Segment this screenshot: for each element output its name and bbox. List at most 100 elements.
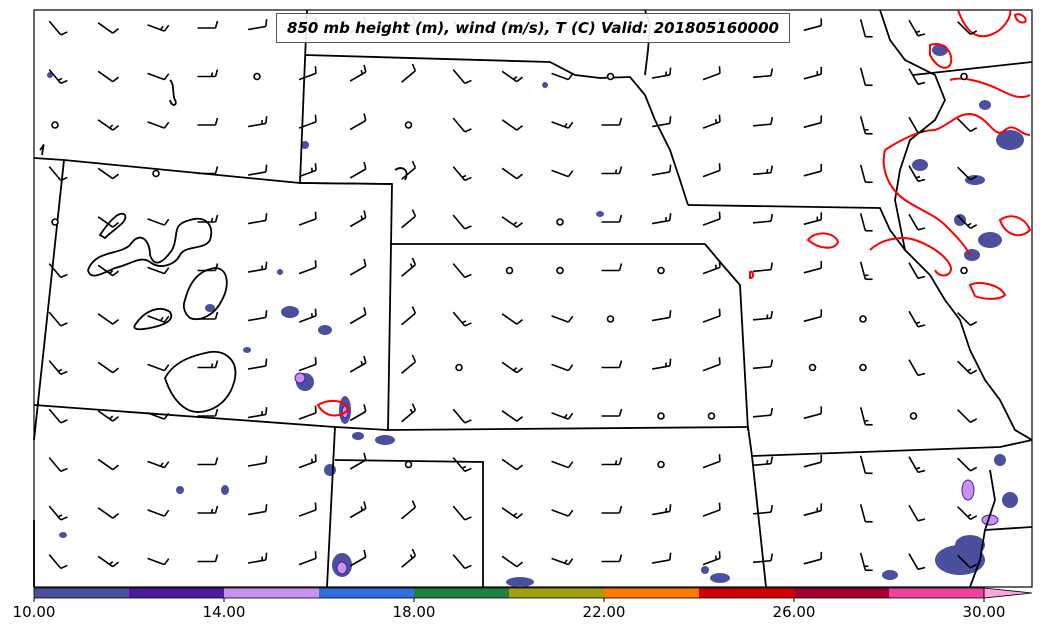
wind-barb-icon bbox=[48, 457, 68, 473]
wind-barb-icon bbox=[48, 311, 68, 327]
colorbar-tick-label: 14.00 bbox=[202, 603, 246, 621]
calm-circle-icon bbox=[657, 412, 665, 420]
wind-barb-icon bbox=[908, 68, 926, 86]
wind-barb-icon bbox=[702, 308, 721, 323]
wind-barb-icon bbox=[97, 555, 120, 568]
shaded-precip-blob bbox=[294, 372, 306, 384]
wind-barb-icon bbox=[48, 360, 68, 376]
shaded-precip-blob bbox=[176, 486, 184, 494]
wind-barb-icon bbox=[551, 121, 574, 129]
wind-barb-icon bbox=[97, 70, 120, 83]
wind-barb-icon bbox=[803, 66, 823, 80]
wind-barb-icon bbox=[147, 24, 170, 32]
wind-barb-icon bbox=[401, 257, 417, 277]
calm-circle-icon bbox=[707, 412, 716, 420]
wind-barb-icon bbox=[298, 308, 317, 323]
wind-barb-icon bbox=[803, 454, 823, 468]
wind-barb-icon bbox=[452, 69, 472, 85]
wind-barb-icon bbox=[298, 405, 317, 420]
wind-barb-icon bbox=[651, 116, 672, 128]
calm-circle-icon bbox=[455, 363, 463, 372]
wind-barb-icon bbox=[908, 553, 926, 571]
wind-barb-icon bbox=[551, 169, 574, 178]
wind-barb-icon bbox=[651, 552, 672, 564]
wind-barb-icon bbox=[247, 358, 268, 370]
wind-barb-icon bbox=[601, 166, 623, 175]
wind-barb-icon bbox=[501, 216, 524, 228]
wind-barb-icon bbox=[147, 363, 170, 372]
wind-barb-icon bbox=[702, 114, 721, 129]
wind-barb-icon bbox=[452, 263, 472, 279]
shaded-precip-blob bbox=[965, 175, 985, 185]
shaded-precip-blob bbox=[1002, 492, 1018, 508]
colorbar-tick-label: 22.00 bbox=[582, 603, 626, 621]
wind-barb-icon bbox=[349, 64, 367, 82]
wind-barb-icon bbox=[551, 412, 574, 420]
wind-barb-icon bbox=[48, 263, 68, 279]
calm-circle-icon bbox=[253, 72, 261, 81]
map-title: 850 mb height (m), wind (m/s), T (C) Val… bbox=[276, 13, 790, 43]
calm-circle-icon bbox=[505, 266, 514, 275]
wind-barb-icon bbox=[803, 163, 823, 177]
wind-barb-icon bbox=[908, 456, 926, 474]
wind-barb-icon bbox=[859, 407, 873, 426]
wind-barb-icon bbox=[247, 116, 268, 128]
colorbar-tick-label: 10.00 bbox=[12, 603, 56, 621]
wind-barb-icon bbox=[752, 213, 774, 224]
wind-barb-icon bbox=[702, 211, 721, 226]
plot-frame bbox=[33, 9, 1033, 588]
wind-barb-icon bbox=[349, 452, 367, 470]
colorbar-segment bbox=[604, 588, 700, 598]
wind-barb-icon bbox=[147, 72, 170, 81]
wind-barb-icon bbox=[702, 357, 721, 372]
wind-barb-icon bbox=[702, 502, 721, 517]
wind-barb-icon bbox=[551, 72, 574, 81]
calm-circle-icon bbox=[51, 218, 59, 226]
shaded-precip-blob bbox=[996, 130, 1024, 150]
calm-circle-icon bbox=[51, 121, 59, 129]
wind-barb-icon bbox=[401, 354, 417, 374]
wind-barb-icon bbox=[702, 163, 721, 178]
shaded-precip-blob bbox=[596, 211, 604, 217]
wind-barb-icon bbox=[501, 167, 524, 180]
wind-barb-icon bbox=[349, 549, 367, 567]
wind-barb-icon bbox=[803, 115, 823, 129]
wind-barb-icon bbox=[197, 505, 219, 514]
wind-barb-icon bbox=[197, 554, 219, 563]
wind-barb-icon bbox=[601, 408, 623, 417]
wind-barb-icon bbox=[859, 116, 873, 135]
wind-barb-icon bbox=[147, 460, 170, 469]
wind-barb-icon bbox=[803, 551, 823, 565]
shaded-precip-blob bbox=[243, 347, 251, 353]
shaded-precip-blob bbox=[301, 141, 309, 149]
wind-barb-icon bbox=[501, 507, 524, 519]
wind-barb-icon bbox=[247, 213, 268, 225]
wind-barb-icon bbox=[401, 403, 417, 423]
colorbar-extend-arrow bbox=[983, 587, 1033, 599]
wind-barb-icon bbox=[401, 306, 417, 326]
wind-barb-icon bbox=[147, 218, 170, 226]
wind-barb-icon bbox=[247, 552, 268, 564]
wind-barb-icon bbox=[803, 18, 823, 32]
wind-barb-icon bbox=[401, 160, 417, 180]
shaded-precip-blob bbox=[932, 44, 948, 56]
wind-barb-icon bbox=[551, 460, 574, 469]
wind-barb-icon bbox=[401, 548, 417, 568]
shaded-precip-blob bbox=[978, 232, 1002, 248]
wind-barb-icon bbox=[752, 359, 774, 370]
wind-barb-icon bbox=[298, 551, 317, 566]
wind-barb-icon bbox=[298, 114, 317, 129]
wind-barb-icon bbox=[651, 164, 672, 176]
wind-barb-icon bbox=[197, 166, 219, 175]
wind-barb-icon bbox=[97, 361, 120, 374]
wind-barb-icon bbox=[349, 113, 367, 131]
wind-barb-icon bbox=[197, 69, 219, 78]
wind-barb-icon bbox=[859, 552, 873, 572]
calm-circle-icon bbox=[606, 72, 615, 81]
wind-barb-icon bbox=[957, 118, 978, 133]
shaded-precip-blob bbox=[221, 485, 229, 495]
wind-barb-icon bbox=[197, 457, 219, 466]
wind-barb-icon bbox=[752, 165, 774, 176]
wind-barb-icon bbox=[147, 315, 170, 323]
wind-barb-icon bbox=[551, 557, 574, 566]
